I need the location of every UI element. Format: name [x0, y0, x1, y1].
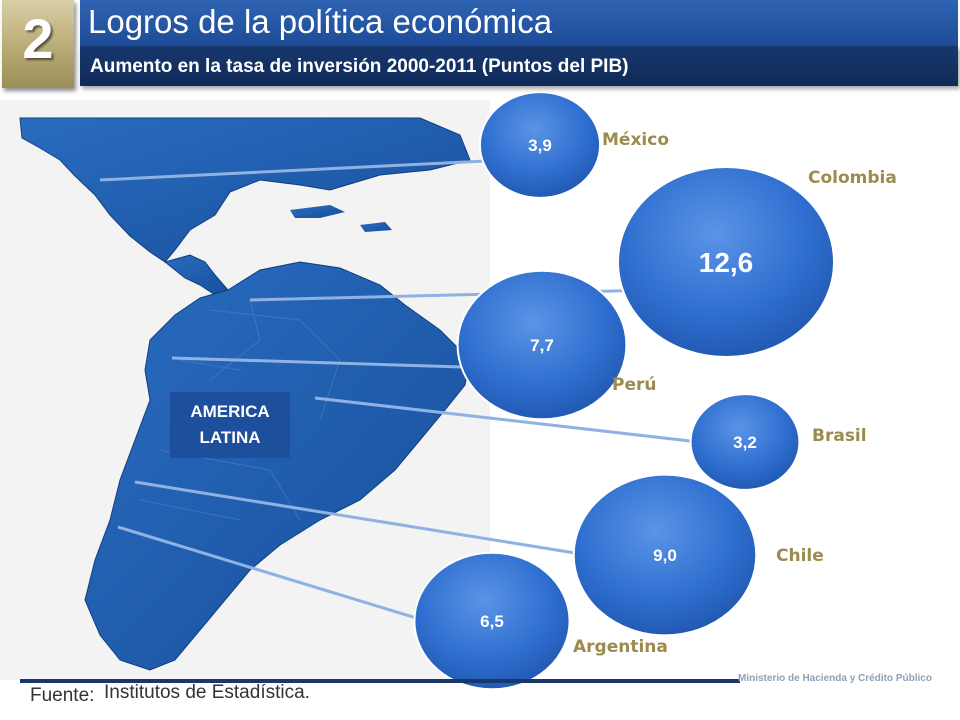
region-label-line1: AMERICA — [190, 402, 270, 421]
bubble-value-label: 3,9 — [528, 136, 552, 155]
bubble — [413, 551, 571, 691]
country-label: Brasil — [812, 426, 867, 446]
country-label: Chile — [776, 546, 824, 566]
connector-line — [99, 159, 490, 182]
connector-line — [117, 525, 427, 623]
country-labels: México Colombia Perú Brasil Chile Argentina — [573, 130, 897, 657]
subtitle-bar: Aumento en la tasa de inversión 2000-201… — [80, 46, 958, 86]
country-label: Colombia — [808, 168, 897, 188]
connector-line — [171, 356, 471, 369]
title-bar: Logros de la política económica — [80, 0, 958, 46]
bubble-value-label: 3,2 — [733, 433, 757, 452]
slide-title: Logros de la política económica — [88, 3, 553, 40]
connector-line — [314, 396, 699, 444]
footer-divider — [20, 679, 740, 683]
slide-header: 2 Logros de la política económica Aument… — [0, 0, 960, 100]
country-label: México — [602, 130, 669, 150]
country-label: Argentina — [573, 637, 668, 657]
chart-subtitle: Aumento en la tasa de inversión 2000-201… — [90, 56, 629, 77]
bubble-value-label: 9,0 — [653, 546, 677, 565]
bubble — [456, 269, 628, 421]
region-label-box: AMERICA LATINA — [170, 392, 290, 458]
section-number: 2 — [22, 7, 54, 70]
bubble-value-label: 12,6 — [699, 247, 754, 278]
bubble — [617, 165, 835, 359]
bubble-series: 3,9 12,6 7,7 3,2 9,0 6,5 — [413, 91, 835, 691]
bubble-value-label: 7,7 — [530, 336, 554, 355]
source-text: Institutos de Estadística. — [104, 682, 310, 703]
section-badge: 2 — [2, 0, 74, 88]
source-label: Fuente: — [30, 685, 95, 706]
connector-line — [134, 480, 588, 557]
bubble — [572, 473, 758, 637]
bubble — [689, 393, 801, 491]
bubble — [478, 91, 602, 199]
ministry-logo-text: Ministerio de Hacienda y Crédito Público — [738, 673, 932, 684]
region-label-line2: LATINA — [199, 428, 261, 447]
bubble-value-label: 6,5 — [480, 612, 504, 631]
country-label: Perú — [612, 375, 656, 395]
